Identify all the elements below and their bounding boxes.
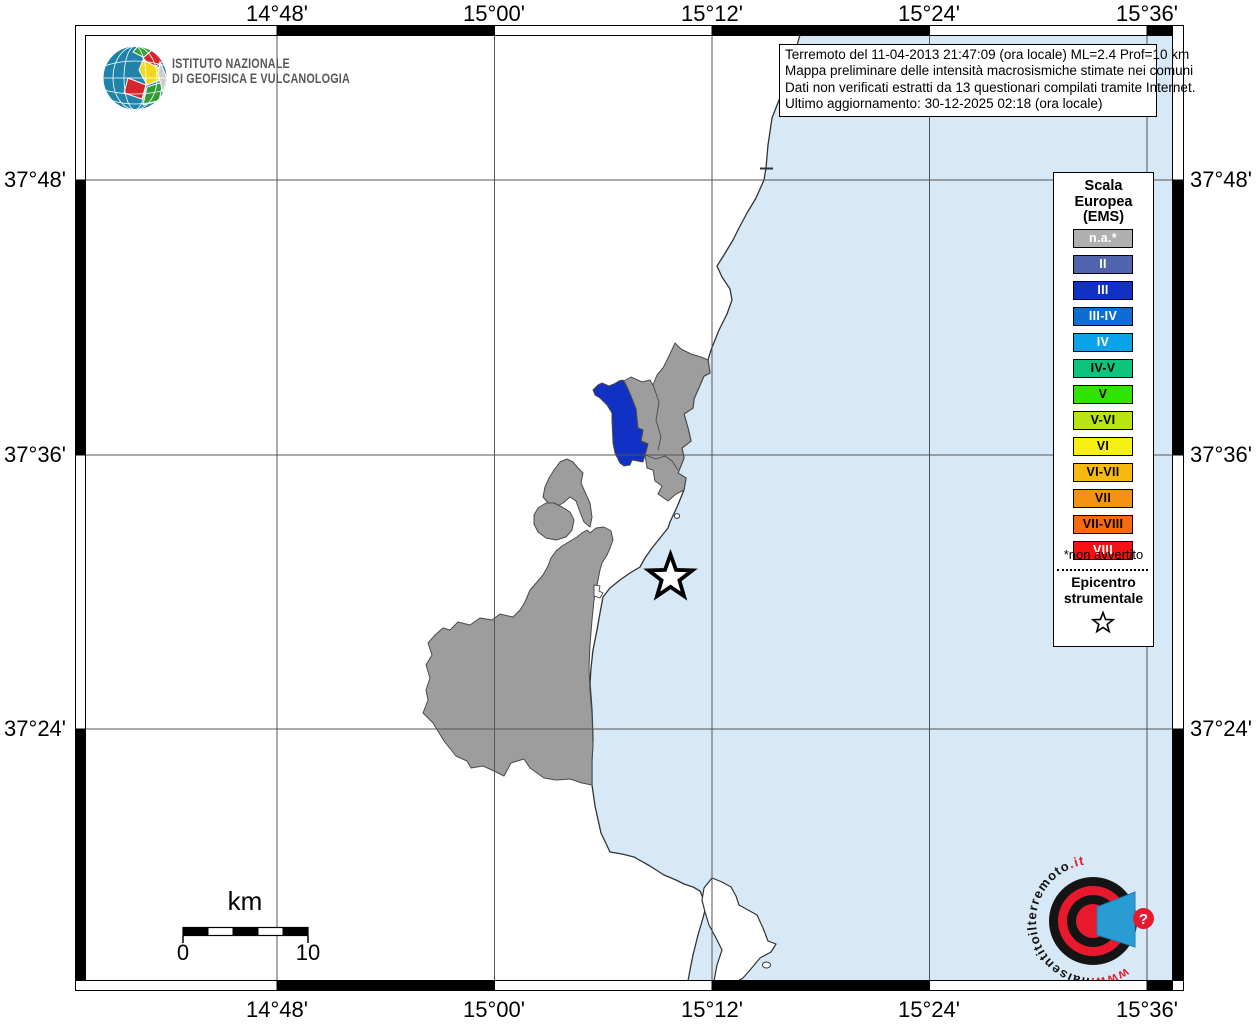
axis-label-lat: 37°48' — [4, 167, 66, 192]
legend-epicenter-line: Epicentro — [1071, 574, 1136, 590]
legend-swatch-viii: VIII — [1073, 541, 1133, 560]
axis-label-lat: 37°24' — [1190, 716, 1252, 741]
info-line-event: Terremoto del 11-04-2013 21:47:09 (ora l… — [785, 47, 1190, 62]
legend-swatch-v-vi: V-VI — [1073, 411, 1133, 430]
info-line-update: Ultimo aggiornamento: 30-12-2025 02:18 (… — [785, 96, 1103, 112]
peninsula-islet — [762, 961, 771, 969]
epicenter-star-icon — [643, 548, 698, 601]
legend-swatch-ii: II — [1073, 255, 1133, 274]
question-badge — [1133, 908, 1154, 929]
axis-label-lat: 37°36' — [1190, 442, 1252, 467]
axis-label-lon: 15°36' — [1116, 997, 1178, 1022]
legend-separator — [1057, 569, 1148, 571]
legend-epicenter-label: Epicentro strumentale — [1054, 574, 1153, 606]
ingv-logo-text: ISTITUTO NAZIONALE DI GEOFISICA E VULCAN… — [172, 56, 394, 86]
earthquake-info-box: Terremoto del 11-04-2013 21:47:09 (ora l… — [779, 44, 1196, 117]
axis-label-lon: 15°36' — [1116, 1, 1178, 26]
legend-title: Scala Europea (EMS) — [1054, 178, 1153, 226]
sea-area — [589, 35, 1173, 981]
scalebar-start-label: 0 — [176, 940, 190, 965]
municipality-inner-border — [644, 384, 679, 471]
scale-bar — [182, 926, 309, 943]
legend-swatch-v: V — [1073, 385, 1133, 404]
legend-title-line: Europea — [1074, 193, 1133, 210]
info-line-mapdesc: Mappa preliminare delle intensità macros… — [785, 63, 1194, 79]
municipality-polygon-intensity-iii — [592, 379, 649, 467]
legend-epicenter-star-icon — [1091, 610, 1115, 634]
ingv-name-line2: DI GEOFISICA E VULCANOLOGIA — [172, 71, 350, 86]
axis-label-lon: 15°24' — [898, 997, 960, 1022]
axis-label-lon: 15°12' — [681, 997, 743, 1022]
map-frame — [75, 25, 1184, 991]
legend-swatch-iii: III — [1073, 281, 1133, 300]
legend-swatches: n.a.* II III III-IV IV IV-V V V-VI VI VI… — [1073, 229, 1133, 560]
municipality-polygon-inland-1 — [542, 458, 593, 528]
legend-footnote: *non avvertito — [1063, 547, 1144, 562]
axis-label-lat: 37°24' — [4, 716, 66, 741]
legend-swatch-iii-iv: III-IV — [1073, 307, 1133, 326]
axis-label-lon: 14°48' — [246, 1, 308, 26]
municipality-polygon-south-large — [422, 526, 614, 786]
legend-swatch-na: n.a.* — [1073, 229, 1133, 248]
municipality-polygon-north-cluster — [623, 342, 711, 502]
legend-swatch-vi-vii: VI-VII — [1073, 463, 1133, 482]
megaphone-icon — [1096, 891, 1136, 948]
scalebar-unit-label: km — [227, 886, 263, 916]
harbor-detail — [593, 584, 604, 599]
municipality-polygon-inland-2 — [533, 502, 575, 541]
legend-swatch-vii: VII — [1073, 489, 1133, 508]
legend-swatch-vii-viii: VII-VIII — [1073, 515, 1133, 534]
axis-label-lon: 14°48' — [246, 997, 308, 1022]
axis-label-lon: 15°24' — [898, 1, 960, 26]
axis-label-lon: 15°00' — [463, 997, 525, 1022]
peninsula-polygon — [701, 877, 777, 981]
ems-scale-legend: Scala Europea (EMS) n.a.* II III III-IV … — [1053, 172, 1154, 647]
ingv-name-line1: ISTITUTO NAZIONALE — [172, 56, 290, 71]
legend-swatch-iv: IV — [1073, 333, 1133, 352]
legend-epicenter-line: strumentale — [1063, 589, 1144, 606]
legend-title-line: Scala — [1084, 178, 1123, 194]
legend-title-line: (EMS) — [1082, 209, 1125, 225]
info-line-data: Dati non verificati estratti da 13 quest… — [785, 79, 1196, 95]
question-mark: ? — [1139, 911, 1148, 928]
axis-label-lat: 37°36' — [4, 442, 66, 467]
axis-label-lon: 15°12' — [681, 1, 743, 26]
axis-label-lat: 37°48' — [1190, 167, 1252, 192]
small-island — [673, 513, 681, 519]
axis-label-lon: 15°00' — [463, 1, 525, 26]
scalebar-end-label: 10 — [295, 940, 321, 965]
legend-swatch-iv-v: IV-V — [1073, 359, 1133, 378]
legend-swatch-vi: VI — [1073, 437, 1133, 456]
